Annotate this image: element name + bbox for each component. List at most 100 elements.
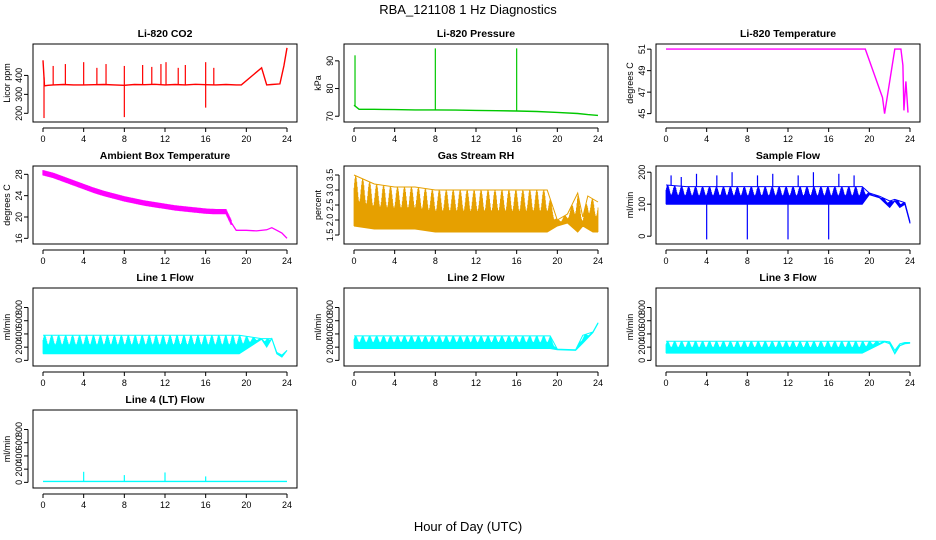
y-tick-label: 300	[14, 87, 24, 102]
x-tick-label: 0	[40, 378, 45, 388]
x-tick-label: 4	[81, 134, 86, 144]
x-tick-label: 24	[593, 256, 603, 266]
x-tick-label: 12	[783, 134, 793, 144]
x-tick-label: 4	[392, 256, 397, 266]
x-tick-label: 0	[663, 378, 668, 388]
series-low-line	[666, 194, 911, 224]
x-tick-label: 16	[201, 500, 211, 510]
x-tick-label: 12	[471, 134, 481, 144]
y-tick-label: 400	[14, 68, 24, 83]
plot-frame	[343, 165, 609, 245]
y-axis-label: degrees C	[625, 62, 635, 104]
x-tick-label: 8	[433, 256, 438, 266]
chart-panel: Gas Stream RH 0 4 8 12 16 20 24 1.5 2.0 2.5 3.0 3.5p…	[313, 150, 609, 266]
data-band	[42, 170, 232, 225]
y-tick-label: 400	[14, 326, 24, 341]
x-tick-label: 24	[905, 134, 915, 144]
plot-frame	[343, 43, 609, 123]
series-line	[42, 172, 288, 239]
x-tick-label: 12	[783, 256, 793, 266]
x-tick-label: 12	[471, 256, 481, 266]
x-tick-label: 0	[663, 134, 668, 144]
figure-title: RBA_121108 1 Hz Diagnostics	[379, 2, 557, 17]
chart-panel: Ambient Box Temperature 0 4 8 12 16 20 24 16 20 24…	[2, 150, 298, 266]
series-line	[666, 48, 909, 114]
x-tick-label: 16	[824, 134, 834, 144]
y-axis-label: ml/min	[625, 192, 635, 219]
x-tick-label: 4	[704, 378, 709, 388]
y-axis-label: ml/min	[2, 436, 12, 463]
y-tick-label: 200	[14, 462, 24, 477]
x-tick-label: 20	[864, 256, 874, 266]
y-tick-label: 80	[325, 84, 335, 94]
plot-frame	[655, 165, 921, 245]
x-tick-label: 4	[81, 500, 86, 510]
x-tick-label: 8	[745, 378, 750, 388]
x-axis-caption: Hour of Day (UTC)	[414, 519, 522, 534]
x-tick-label: 0	[40, 256, 45, 266]
x-tick-label: 0	[40, 500, 45, 510]
y-tick-label: 49	[637, 66, 647, 76]
y-tick-label: 16	[14, 233, 24, 243]
x-tick-label: 20	[241, 378, 251, 388]
panel-title: Li-820 Pressure	[437, 28, 515, 40]
data-band	[353, 175, 599, 232]
x-tick-label: 16	[512, 378, 522, 388]
x-tick-label: 16	[824, 256, 834, 266]
y-tick-label: 28	[14, 169, 24, 179]
x-tick-label: 20	[241, 500, 251, 510]
x-tick-label: 16	[201, 378, 211, 388]
x-tick-label: 8	[122, 134, 127, 144]
x-tick-label: 24	[282, 378, 292, 388]
panel-title: Gas Stream RH	[438, 150, 514, 162]
y-tick-label: 200	[637, 165, 647, 180]
y-tick-label: 100	[637, 197, 647, 212]
data-layer	[353, 174, 599, 233]
y-tick-label: 800	[14, 300, 24, 315]
chart-panel: Line 3 Flow 0 4 8 12 16 20 24 0 200400600800ml/mi…	[625, 272, 921, 388]
x-tick-label: 8	[122, 500, 127, 510]
y-tick-label: 600	[637, 313, 647, 328]
y-tick-label: 24	[14, 191, 24, 201]
x-tick-label: 8	[745, 256, 750, 266]
data-layer	[665, 172, 911, 240]
series-low-line	[353, 222, 598, 233]
x-tick-label: 12	[160, 378, 170, 388]
x-tick-label: 0	[351, 378, 356, 388]
data-layer	[353, 48, 599, 117]
data-layer	[666, 48, 909, 114]
chart-panel: Line 4 (LT) Flow 0 4 8 12 16 20 24 0 200400600800…	[2, 394, 298, 510]
x-tick-label: 24	[593, 134, 603, 144]
y-tick-label: 200	[637, 340, 647, 355]
data-layer	[43, 471, 287, 483]
x-tick-label: 20	[552, 134, 562, 144]
y-tick-label: 70	[325, 111, 335, 121]
y-axis-label: ml/min	[313, 314, 323, 341]
y-tick-label: 47	[637, 87, 647, 97]
y-axis-label: kPa	[313, 75, 323, 91]
y-tick-label: 90	[325, 56, 335, 66]
y-tick-label: 400	[637, 326, 647, 341]
y-tick-label: 0	[637, 234, 647, 239]
y-tick-label: 20	[14, 212, 24, 222]
y-tick-label: 600	[14, 313, 24, 328]
data-layer	[42, 170, 288, 239]
data-layer	[42, 47, 288, 119]
x-tick-label: 16	[512, 134, 522, 144]
panel-title: Ambient Box Temperature	[100, 150, 231, 162]
y-tick-label: 200	[14, 106, 24, 121]
x-tick-label: 0	[351, 256, 356, 266]
series-low-line	[43, 337, 288, 358]
x-tick-label: 8	[122, 256, 127, 266]
x-tick-label: 20	[864, 134, 874, 144]
x-tick-label: 0	[40, 134, 45, 144]
data-layer	[42, 334, 288, 358]
x-tick-label: 12	[160, 134, 170, 144]
y-axis-label: degrees C	[2, 184, 12, 226]
panel-title: Li-820 Temperature	[740, 28, 836, 40]
plot-frame	[655, 287, 921, 367]
x-tick-label: 24	[282, 500, 292, 510]
series-high-line	[666, 340, 910, 352]
chart-panel: Line 1 Flow 0 4 8 12 16 20 24 0 200400600800ml/mi…	[2, 272, 298, 388]
y-tick-label: 600	[14, 435, 24, 450]
